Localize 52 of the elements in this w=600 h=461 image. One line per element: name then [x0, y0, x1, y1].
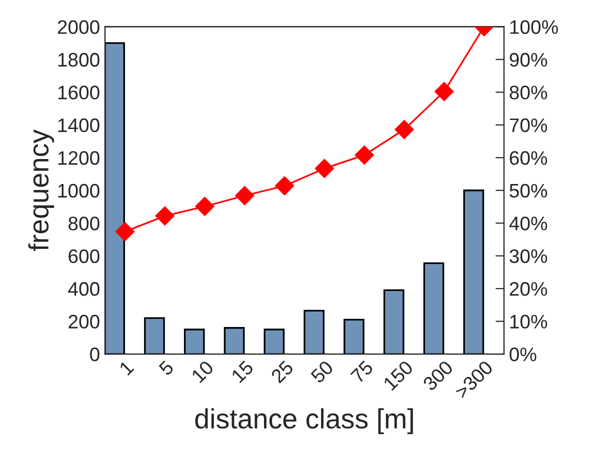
bar: [224, 327, 245, 354]
y2-tick-label: 70%: [510, 118, 548, 132]
point: [195, 196, 214, 216]
bar: [304, 310, 324, 354]
y-tick-label: 200: [68, 314, 100, 329]
point: [434, 82, 454, 102]
y-tick-label: 400: [68, 282, 100, 296]
y2-tick-label: 0%: [510, 348, 536, 362]
point: [314, 158, 334, 178]
y2-tick-label: 30%: [510, 249, 548, 264]
x-tick-label: 15: [230, 360, 254, 384]
y-tick-label: 1400: [58, 118, 100, 132]
y2-tick-label: 50%: [510, 184, 548, 198]
x-tick-label: 5: [158, 360, 174, 376]
y2-tick-label: 90%: [510, 52, 548, 67]
x-tick-label: 150: [382, 360, 414, 391]
bar: [264, 328, 285, 354]
bar: [463, 190, 484, 354]
x-axis-title: distance class [m]: [195, 408, 413, 434]
bar: [105, 42, 125, 354]
y-tick-label: 1800: [58, 52, 100, 67]
y-tick-label: 0: [90, 348, 100, 362]
y2-tick-label: 40%: [509, 216, 548, 230]
y2-tick-label: 60%: [510, 151, 548, 165]
bar: [383, 289, 404, 354]
x-tick-label: 25: [270, 360, 294, 384]
x-tick-label: 75: [350, 360, 374, 384]
x-tick-label: 300: [422, 360, 454, 392]
y-axis-title: frequency: [28, 129, 54, 251]
x-tick-label: 1: [118, 360, 134, 376]
bar: [344, 318, 364, 354]
bar: [184, 328, 205, 354]
y-tick-label: 1600: [58, 86, 100, 100]
bar: [144, 317, 165, 354]
y2-tick-label: 10%: [510, 314, 548, 329]
x-tick-label: 10: [190, 360, 214, 384]
point: [235, 186, 254, 206]
bar: [423, 262, 444, 354]
y-tick-label: 1000: [58, 184, 100, 198]
y2-tick-label: 20%: [510, 282, 548, 296]
point: [354, 146, 374, 165]
y2-tick-label: 100%: [510, 20, 558, 34]
y-tick-label: 800: [68, 216, 100, 230]
point: [275, 176, 294, 196]
x-tick-label: 50: [310, 360, 334, 384]
y-tick-label: 600: [68, 249, 100, 264]
y-tick-label: 1200: [58, 151, 100, 165]
y-tick-label: 2000: [58, 20, 100, 34]
point: [394, 120, 414, 140]
point: [155, 206, 174, 226]
y2-tick-label: 80%: [510, 86, 548, 100]
point: [115, 222, 134, 242]
